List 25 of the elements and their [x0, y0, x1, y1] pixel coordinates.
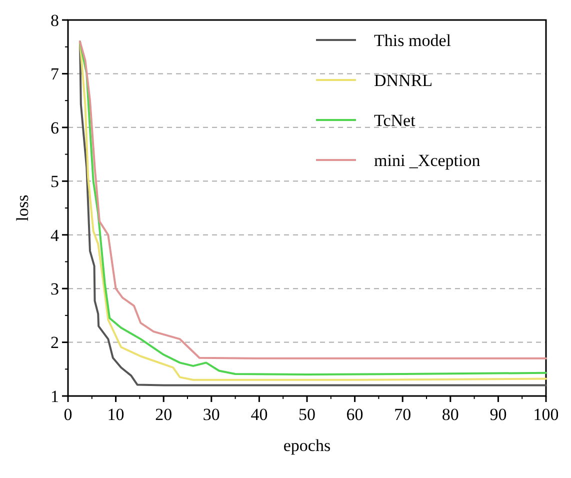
x-tick-label: 50: [298, 405, 316, 424]
legend-label: mini _Xception: [374, 150, 481, 170]
y-tick-label: 1: [50, 386, 59, 406]
legend-label: DNNRL: [374, 70, 433, 90]
y-tick-label: 7: [50, 64, 60, 84]
y-tick-label: 5: [50, 172, 59, 192]
legend-label: This model: [374, 30, 452, 50]
y-tick-label: 3: [50, 280, 59, 299]
x-tick-label: 80: [442, 405, 459, 424]
x-axis-title: epochs: [283, 436, 331, 455]
x-tick-label: 100: [533, 405, 559, 424]
x-tick-label: 30: [202, 405, 220, 424]
x-tick-label: 20: [155, 405, 172, 424]
y-tick-label: 8: [50, 10, 59, 30]
x-tick-label: 60: [346, 405, 364, 424]
x-tick-label: 0: [64, 405, 72, 424]
y-tick-label: 2: [50, 333, 59, 352]
y-tick-label: 6: [50, 118, 59, 138]
x-tick-label: 40: [250, 405, 268, 424]
x-tick-label: 70: [394, 405, 412, 424]
legend-label: TcNet: [374, 110, 416, 130]
x-tick-label: 10: [107, 405, 124, 424]
y-tick-label: 4: [50, 226, 60, 245]
y-axis-title: loss: [13, 194, 32, 222]
x-tick-label: 90: [490, 405, 507, 424]
